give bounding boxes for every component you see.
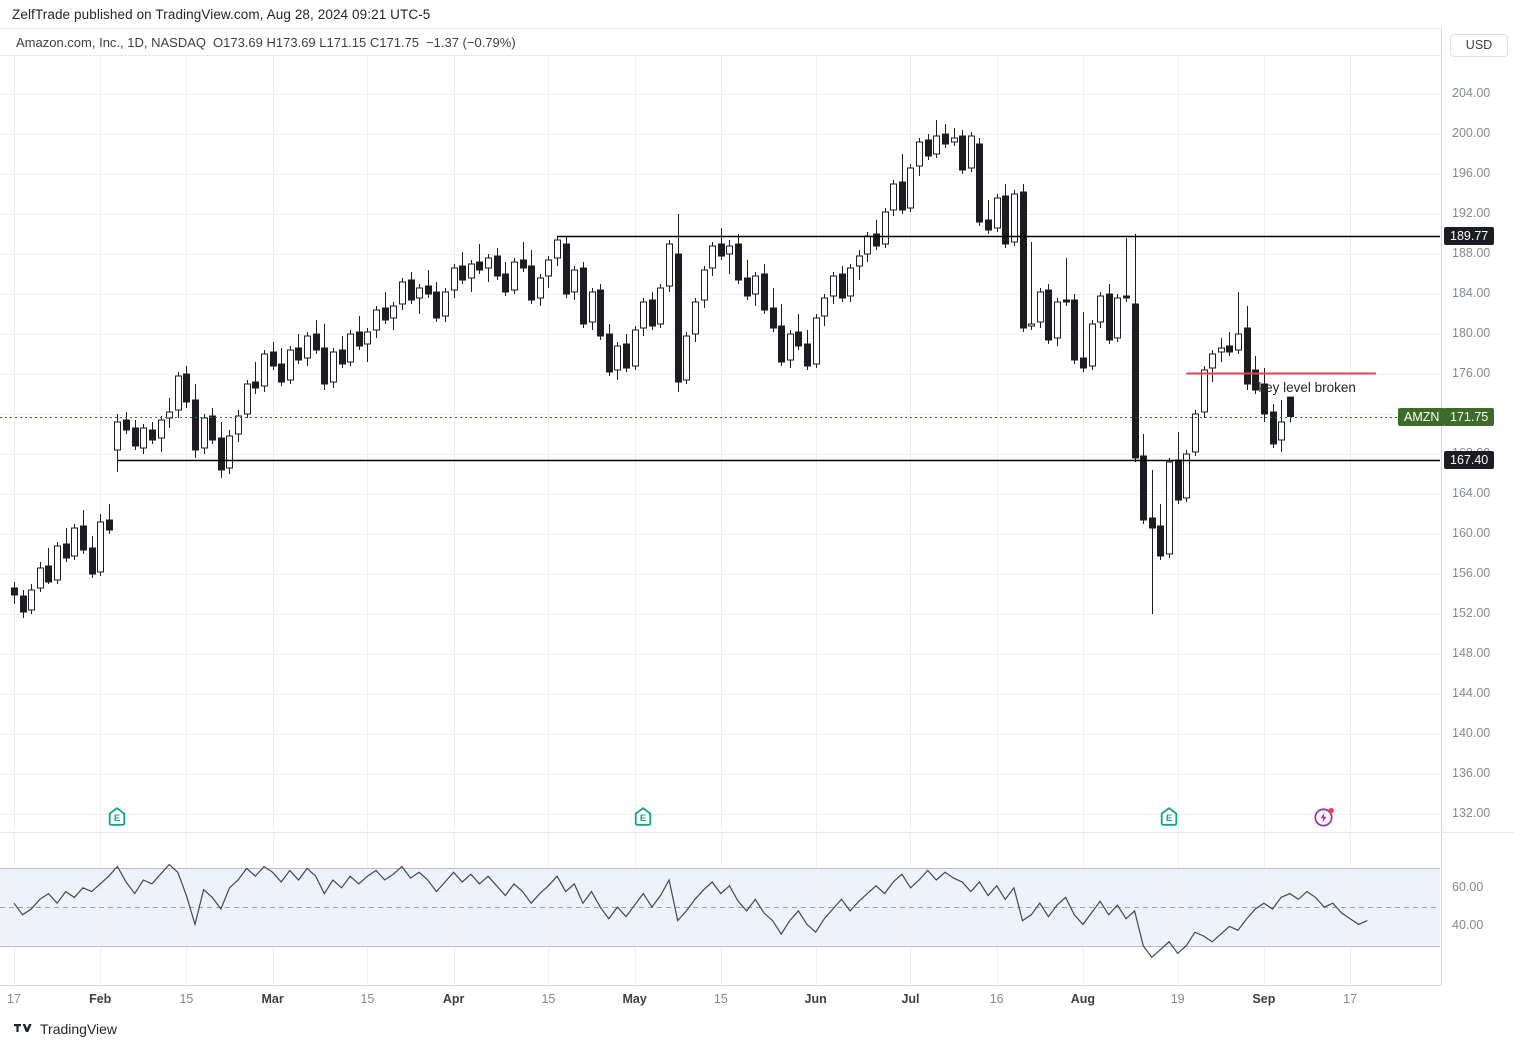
time-axis[interactable]: 17 Feb 15 Mar 15 Apr 15 May 15 Jun Jul 16 Aug 19 Sep 17 bbox=[0, 985, 1441, 1015]
time-tick-label: Jun bbox=[804, 992, 827, 1006]
rsi-plot bbox=[0, 833, 1440, 985]
time-tick-label: 15 bbox=[179, 992, 194, 1006]
price-tick-label: 164.00 bbox=[1452, 486, 1491, 500]
earnings-marker-icon[interactable]: E bbox=[109, 807, 126, 826]
price-tick-label: 152.00 bbox=[1452, 606, 1491, 620]
earnings-marker-icon[interactable]: E bbox=[635, 807, 652, 826]
time-tick-label: 15 bbox=[360, 992, 375, 1006]
time-tick-label: 15 bbox=[713, 992, 728, 1006]
price-tick-label: 176.00 bbox=[1452, 366, 1491, 380]
time-tick-label: May bbox=[622, 992, 647, 1006]
price-badge-resistance: 189.77 bbox=[1444, 227, 1495, 246]
price-tick-label: 144.00 bbox=[1452, 686, 1491, 700]
svg-text:E: E bbox=[114, 813, 120, 824]
symbol-label[interactable]: Amazon.com, Inc., 1D, NASDAQ bbox=[16, 35, 207, 50]
candlestick-plot bbox=[0, 55, 1440, 830]
price-badge-last: 171.75 bbox=[1444, 407, 1495, 426]
chart-legend: Amazon.com, Inc., 1D, NASDAQ O173.69 H173… bbox=[16, 35, 516, 50]
price-tick-label: 184.00 bbox=[1452, 286, 1491, 300]
publisher-line: ZelfTrade published on TradingView.com, … bbox=[12, 7, 431, 22]
time-tick-label: 16 bbox=[989, 992, 1004, 1006]
idea-spark-marker-icon[interactable] bbox=[1313, 806, 1335, 828]
price-badge-support: 167.40 bbox=[1444, 451, 1495, 469]
time-tick-label: Sep bbox=[1252, 992, 1276, 1006]
earnings-marker-icon[interactable]: E bbox=[1160, 807, 1178, 826]
price-tick-label: 148.00 bbox=[1452, 646, 1491, 660]
rsi-tick-label: 40.00 bbox=[1452, 918, 1484, 933]
key-level-annotation: key level broken bbox=[1258, 380, 1356, 395]
price-chart-pane[interactable] bbox=[0, 55, 1440, 830]
rsi-tick-label: 60.00 bbox=[1452, 879, 1484, 894]
price-tick-label: 136.00 bbox=[1452, 766, 1491, 780]
currency-chip[interactable]: USD bbox=[1450, 34, 1508, 57]
time-tick-label: 17 bbox=[1343, 992, 1358, 1006]
price-tick-label: 132.00 bbox=[1452, 806, 1491, 820]
svg-text:E: E bbox=[1166, 813, 1172, 824]
price-axis[interactable]: USD 204.00 200.00 196.00 192.00 188.00 184.00… bbox=[1398, 28, 1514, 831]
price-tick-label: 188.00 bbox=[1452, 246, 1491, 260]
price-tick-label: 140.00 bbox=[1452, 726, 1491, 740]
time-tick-label: 19 bbox=[1170, 992, 1185, 1006]
change-values: −1.37 (−0.79%) bbox=[426, 35, 516, 50]
ohlc-values: O173.69 H173.69 L171.15 C171.75 bbox=[213, 35, 420, 50]
candle-series bbox=[11, 120, 1294, 618]
legend-bar: Amazon.com, Inc., 1D, NASDAQ O173.69 H173… bbox=[0, 28, 1514, 56]
time-tick-label: Feb bbox=[89, 992, 112, 1006]
ticker-badge: AMZN bbox=[1398, 407, 1446, 426]
price-tick-label: 192.00 bbox=[1452, 206, 1491, 220]
tradingview-brand-label: TradingView bbox=[40, 1021, 118, 1037]
time-tick-label: 15 bbox=[541, 992, 556, 1006]
footer: TradingView bbox=[0, 1013, 1514, 1050]
price-tick-label: 160.00 bbox=[1452, 526, 1491, 540]
rsi-pane[interactable] bbox=[0, 832, 1440, 985]
tradingview-logo-icon bbox=[14, 1023, 33, 1036]
rsi-axis[interactable]: 60.00 40.00 bbox=[1441, 832, 1514, 985]
time-tick-label: Apr bbox=[442, 992, 465, 1006]
tradingview-brand[interactable]: TradingView bbox=[14, 1021, 117, 1037]
price-tick-label: 156.00 bbox=[1452, 566, 1491, 580]
price-tick-label: 200.00 bbox=[1452, 126, 1491, 140]
price-tick-label: 180.00 bbox=[1452, 326, 1491, 340]
time-tick-label: Aug bbox=[1070, 992, 1096, 1006]
svg-text:E: E bbox=[640, 813, 646, 824]
price-tick-label: 196.00 bbox=[1452, 166, 1491, 180]
price-tick-label: 204.00 bbox=[1452, 86, 1491, 100]
time-tick-label: Jul bbox=[901, 992, 920, 1006]
time-tick-label: 17 bbox=[7, 992, 21, 1006]
time-tick-label: Mar bbox=[261, 992, 284, 1006]
